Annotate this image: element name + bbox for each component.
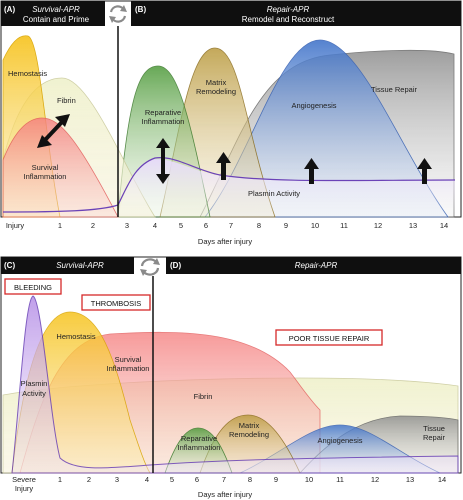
- label-reparative-1-bottom: Reparative: [181, 434, 217, 443]
- up-arrow-7: [216, 152, 231, 180]
- header-bar-b: [131, 1, 461, 26]
- panel-d-title: Repair-APR: [295, 261, 338, 270]
- bottom-tick-label: 11: [336, 475, 344, 484]
- bottom-tick-label: 9: [274, 475, 278, 484]
- label-angiogenesis: Angiogenesis: [291, 101, 336, 110]
- panel-c-title: Survival-APR: [56, 261, 104, 270]
- label-hemostasis: Hemostasis: [8, 69, 47, 78]
- label-reparative-2-bottom: Inflammation: [178, 443, 221, 452]
- cycle-icon: [136, 258, 164, 276]
- bottom-panel: (C) Survival-APR (D) Repair-APR BLEEDING…: [0, 256, 462, 474]
- top-tick-label: 7: [229, 221, 233, 230]
- bottom-tick-label-line2: Injury: [15, 484, 34, 493]
- top-tick-label: 8: [257, 221, 261, 230]
- top-axis: Injury 1 2 3 4 5 6 7 8 9 10 11 12 13 14 …: [6, 221, 448, 246]
- poor-tissue-repair-label: POOR TISSUE REPAIR: [289, 334, 370, 343]
- label-tissue-1-bottom: Tissue: [423, 424, 445, 433]
- panel-a-subtitle: Contain and Prime: [23, 15, 90, 24]
- bottom-tick-label: 1: [58, 475, 62, 484]
- label-tissue-2-bottom: Repair: [423, 433, 446, 442]
- top-tick-label: Injury: [6, 221, 25, 230]
- plasmin-activity-curve: [2, 157, 456, 213]
- header-bar-d: [166, 257, 461, 274]
- bottom-tick-label: 6: [195, 475, 199, 484]
- fibrin-double-arrow: [37, 114, 70, 148]
- top-axis-label: Days after injury: [198, 237, 252, 246]
- label-matrix-2: Remodeling: [196, 87, 236, 96]
- bottom-tick-label: 3: [115, 475, 119, 484]
- thrombosis-label: THROMBOSIS: [91, 299, 141, 308]
- bottom-tick-label: 12: [371, 475, 379, 484]
- survival-inflammation-curve: [2, 117, 119, 218]
- plasmin-activity-curve-bottom: [11, 295, 459, 474]
- panel-a-title: Survival-APR: [32, 5, 80, 14]
- top-tick-label: 13: [409, 221, 417, 230]
- bottom-tick-label: Severe: [12, 475, 36, 484]
- top-tick-label: 3: [125, 221, 129, 230]
- label-survival-1-bottom: Survival: [115, 355, 142, 364]
- panel-d-letter: (D): [170, 261, 181, 270]
- bottom-tick-label: 14: [438, 475, 446, 484]
- reparative-double-arrow: [156, 138, 170, 184]
- label-reparative-1: Reparative: [145, 108, 181, 117]
- top-tick-label: 6: [204, 221, 208, 230]
- label-survival-2-bottom: Inflammation: [107, 364, 150, 373]
- panel-b-subtitle: Remodel and Reconstruct: [242, 15, 335, 24]
- panel-b-letter: (B): [135, 5, 146, 14]
- bottom-tick-label: 8: [248, 475, 252, 484]
- up-arrow-10: [304, 158, 319, 184]
- label-fibrin-bottom: Fibrin: [194, 392, 213, 401]
- label-angiogenesis-bottom: Angiogenesis: [317, 436, 362, 445]
- bottom-tick-label: 7: [222, 475, 226, 484]
- label-reparative-2: Inflammation: [142, 117, 185, 126]
- bottom-tick-label: 4: [145, 475, 149, 484]
- poor-tissue-repair-box: [275, 329, 383, 346]
- top-tick-label: 11: [340, 221, 348, 230]
- top-tick-label: 9: [284, 221, 288, 230]
- bleeding-box: [4, 278, 62, 295]
- thrombosis-box: [81, 294, 151, 311]
- top-panel: (A) Survival-APR Contain and Prime (B) R…: [0, 0, 462, 218]
- bottom-tick-label: 5: [170, 475, 174, 484]
- bottom-axis-label: Days after injury: [198, 490, 252, 499]
- top-tick-label: 5: [179, 221, 183, 230]
- cycle-icon: [108, 2, 128, 26]
- top-tick-label: 12: [374, 221, 382, 230]
- header-bar-a: [1, 1, 105, 26]
- label-fibrin: Fibrin: [57, 96, 76, 105]
- label-survival-2: Inflammation: [24, 172, 67, 181]
- panel-c-letter: (C): [4, 261, 15, 270]
- panel-b-title: Repair-APR: [267, 5, 310, 14]
- top-tick-label: 2: [91, 221, 95, 230]
- top-tick-label: 14: [440, 221, 448, 230]
- top-tick-label: 4: [153, 221, 157, 230]
- label-matrix-1: Matrix: [206, 78, 227, 87]
- up-arrow-14: [417, 158, 432, 184]
- label-survival-1: Survival: [32, 163, 59, 172]
- top-tick-label: 10: [311, 221, 319, 230]
- header-bar-c: [1, 257, 134, 274]
- plasmin-activity-band: [118, 159, 455, 217]
- label-plasmin: Plasmin Activity: [248, 189, 300, 198]
- bottom-tick-label: 13: [406, 475, 414, 484]
- label-matrix-2-bottom: Remodeling: [229, 430, 269, 439]
- bottom-tick-label: 2: [87, 475, 91, 484]
- label-plasmin-1: Plasmin: [21, 379, 48, 388]
- label-plasmin-2: Activity: [22, 389, 46, 398]
- bleeding-label: BLEEDING: [14, 283, 52, 292]
- label-tissue-repair: Tissue Repair: [371, 85, 417, 94]
- bottom-tick-label: 10: [305, 475, 313, 484]
- label-hemostasis-bottom: Hemostasis: [56, 332, 95, 341]
- label-matrix-1-bottom: Matrix: [239, 421, 260, 430]
- panel-a-letter: (A): [4, 5, 15, 14]
- bottom-axis: Severe Injury 1 2 3 4 5 6 7 8 9 10 11 12…: [12, 475, 446, 499]
- top-tick-label: 1: [58, 221, 62, 230]
